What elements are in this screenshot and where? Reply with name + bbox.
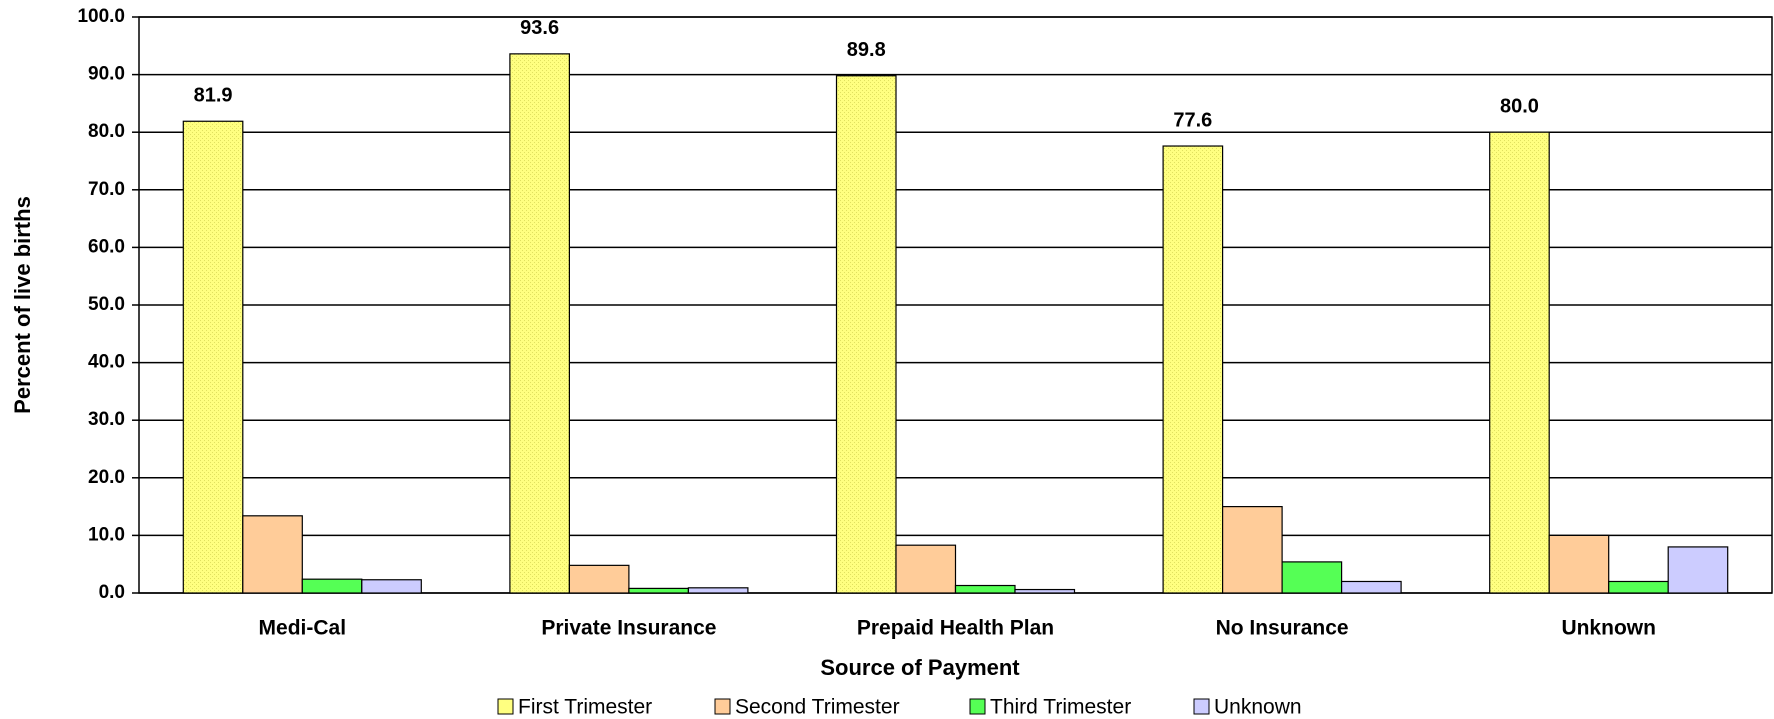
legend-label: Third Trimester: [990, 696, 1131, 719]
bar: [1221, 506, 1283, 594]
bar: [182, 120, 244, 594]
bar: [835, 75, 897, 594]
bar: [1281, 561, 1343, 594]
bar: [1162, 145, 1224, 594]
bar: [568, 564, 630, 594]
y-tick-label: 80.0: [88, 121, 125, 142]
value-label: 93.6: [520, 17, 559, 39]
legend-label: Second Trimester: [735, 696, 900, 719]
legend-swatch: [969, 698, 986, 715]
bar: [509, 53, 570, 594]
x-tick-label: Prepaid Health Plan: [857, 617, 1054, 640]
legend-label: First Trimester: [518, 696, 652, 719]
bar: [361, 579, 422, 594]
bar: [1608, 580, 1669, 594]
bar: [687, 587, 749, 594]
y-tick-label: 40.0: [88, 352, 125, 373]
bar: [1667, 546, 1729, 594]
y-tick-label: 70.0: [88, 179, 125, 200]
y-tick-label: 100.0: [77, 6, 125, 27]
value-label: 81.9: [194, 85, 233, 107]
legend-swatch: [714, 698, 731, 715]
value-label: 89.8: [847, 39, 886, 61]
x-tick-label: Unknown: [1561, 617, 1656, 640]
bar: [242, 515, 303, 594]
x-tick-label: Private Insurance: [541, 617, 716, 640]
y-tick-label: 90.0: [88, 64, 125, 85]
value-label: 77.6: [1173, 109, 1212, 131]
legend-label: Unknown: [1214, 696, 1302, 719]
bar: [1548, 534, 1610, 594]
bar: [301, 578, 363, 594]
y-tick-label: 30.0: [88, 409, 125, 430]
bar: [1014, 588, 1076, 594]
bar: [628, 587, 690, 594]
x-tick-label: Medi-Cal: [259, 617, 347, 640]
bar: [954, 584, 1016, 594]
legend-swatch: [497, 698, 514, 715]
x-tick-label: No Insurance: [1216, 617, 1349, 640]
bar: [1340, 580, 1402, 594]
y-tick-label: 0.0: [99, 582, 125, 603]
bar: [895, 544, 957, 594]
bar: [1489, 131, 1550, 594]
y-tick-label: 20.0: [88, 467, 125, 488]
y-tick-label: 50.0: [88, 294, 125, 315]
y-tick-label: 10.0: [88, 524, 125, 545]
y-axis-title: Percent of live births: [10, 196, 35, 414]
legend-swatch: [1193, 698, 1210, 715]
value-label: 80.0: [1500, 95, 1539, 117]
x-axis-title: Source of Payment: [820, 655, 1020, 680]
y-tick-label: 60.0: [88, 236, 125, 257]
